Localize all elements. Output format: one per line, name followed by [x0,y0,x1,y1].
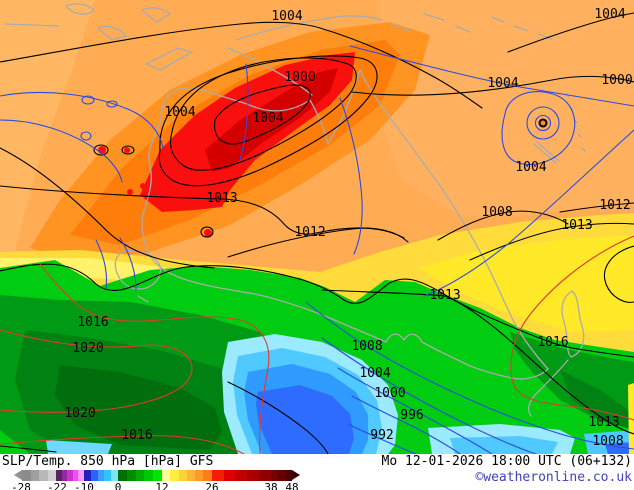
contour-label: 1016 [537,335,568,350]
contour-label: 996 [400,408,423,423]
colorbar-cell [61,470,68,481]
colorbar-left-arrow-icon [14,470,22,480]
colorbar-cell [56,470,62,481]
colorbar-cell [97,470,105,481]
contour-label: 992 [370,428,393,443]
map-title: SLP/Temp. 850 hPa [hPa] GFS [2,454,214,469]
colorbar-cell [117,470,127,481]
colorbar-cell [144,470,154,481]
colorbar-cell [104,470,112,481]
colorbar-cell [72,470,79,481]
contour-label: 1008 [592,434,623,449]
colorbar-tick: -22 [47,481,67,490]
colorbar-right-arrow-icon [291,470,300,480]
contour-label: 1008 [481,205,512,220]
contour-label: 1013 [588,415,619,430]
colorbar-cell [235,470,248,481]
colorbar-cell [170,470,179,481]
colorbar-cell [83,470,91,481]
contour-label: 1013 [561,218,592,233]
colorbar-cell [135,470,145,481]
colorbar-cell [161,470,171,481]
colorbar-cell [153,470,162,481]
weather-map: 1004 1004 1000 1000 1004 1004 1004 1004 1013 1012… [0,0,634,454]
colorbar-cell [126,470,136,481]
contour-label: 1016 [77,315,108,330]
colorbar-cell [178,470,187,481]
contour-label: 1004 [515,160,546,175]
map-datetime: Mo 12-01-2026 18:00 UTC (06+132) [381,454,632,469]
legend-colorbar-row: -28 -22 -10 0 12 26 38 48 ©weatheronline.co.uk [0,468,634,490]
contour-label: 1013 [206,191,237,206]
legend-bar: SLP/Temp. 850 hPa [hPa] GFS Mo 12-01-202… [0,454,634,490]
copyright-link[interactable]: ©weatheronline.co.uk [475,470,632,485]
contour-label: 1000 [601,73,632,88]
colorbar-cell [277,470,285,481]
contour-label: 1004 [252,111,283,126]
isobars-red [0,235,634,454]
contour-label: 1004 [164,105,195,120]
colorbar-tick: 26 [205,481,219,490]
contour-label: 1020 [64,406,95,421]
contour-label: 1008 [351,339,382,354]
contour-label: 1013 [429,288,460,303]
colorbar-tick: -10 [74,481,94,490]
contour-label: 1000 [374,386,405,401]
temperature-colorbar [14,470,300,481]
colorbar-cell [186,470,196,481]
contour-label: 1004 [359,366,390,381]
colorbar-cell [270,470,278,481]
isobars-black [0,12,634,454]
tropical-low-center [539,119,547,127]
contour-label-layer: 1004 1004 1000 1000 1004 1004 1004 1004 1013 1012… [64,7,632,449]
colorbar-cell [39,470,48,481]
temperature-fill-layer [0,0,634,454]
colorbar-cell [203,470,212,481]
colorbar-cell [258,470,271,481]
colorbar-tick: -28 [11,481,31,490]
isobars-blue [0,45,634,454]
contour-label: 1004 [487,76,518,91]
colorbar-cell [90,470,98,481]
contour-label: 1000 [284,70,315,85]
colorbar-cell [247,470,259,481]
contour-label: 1004 [594,7,625,22]
colorbar-cell [195,470,204,481]
contour-label: 1020 [72,341,103,356]
colorbar-cell [223,470,236,481]
colorbar-tick: 12 [155,481,169,490]
colorbar-cell [284,470,292,481]
colorbar-tick: 38 [264,481,278,490]
colorbar-cell [211,470,224,481]
colorbar-tick: 48 [285,481,299,490]
colorbar-cell [30,470,39,481]
contour-label: 1012 [599,198,630,213]
contour-label: 1012 [294,225,325,240]
legend-text-row: SLP/Temp. 850 hPa [hPa] GFS Mo 12-01-202… [0,454,634,469]
colorbar-cell [47,470,56,481]
colorbar-cell [22,470,31,481]
colorbar-cell [67,470,73,481]
contour-label: 1004 [271,9,302,24]
contour-label: 1016 [121,428,152,443]
colorbar-cell [111,470,118,481]
colorbar-cell [78,470,84,481]
colorbar-tick: 0 [114,481,122,490]
